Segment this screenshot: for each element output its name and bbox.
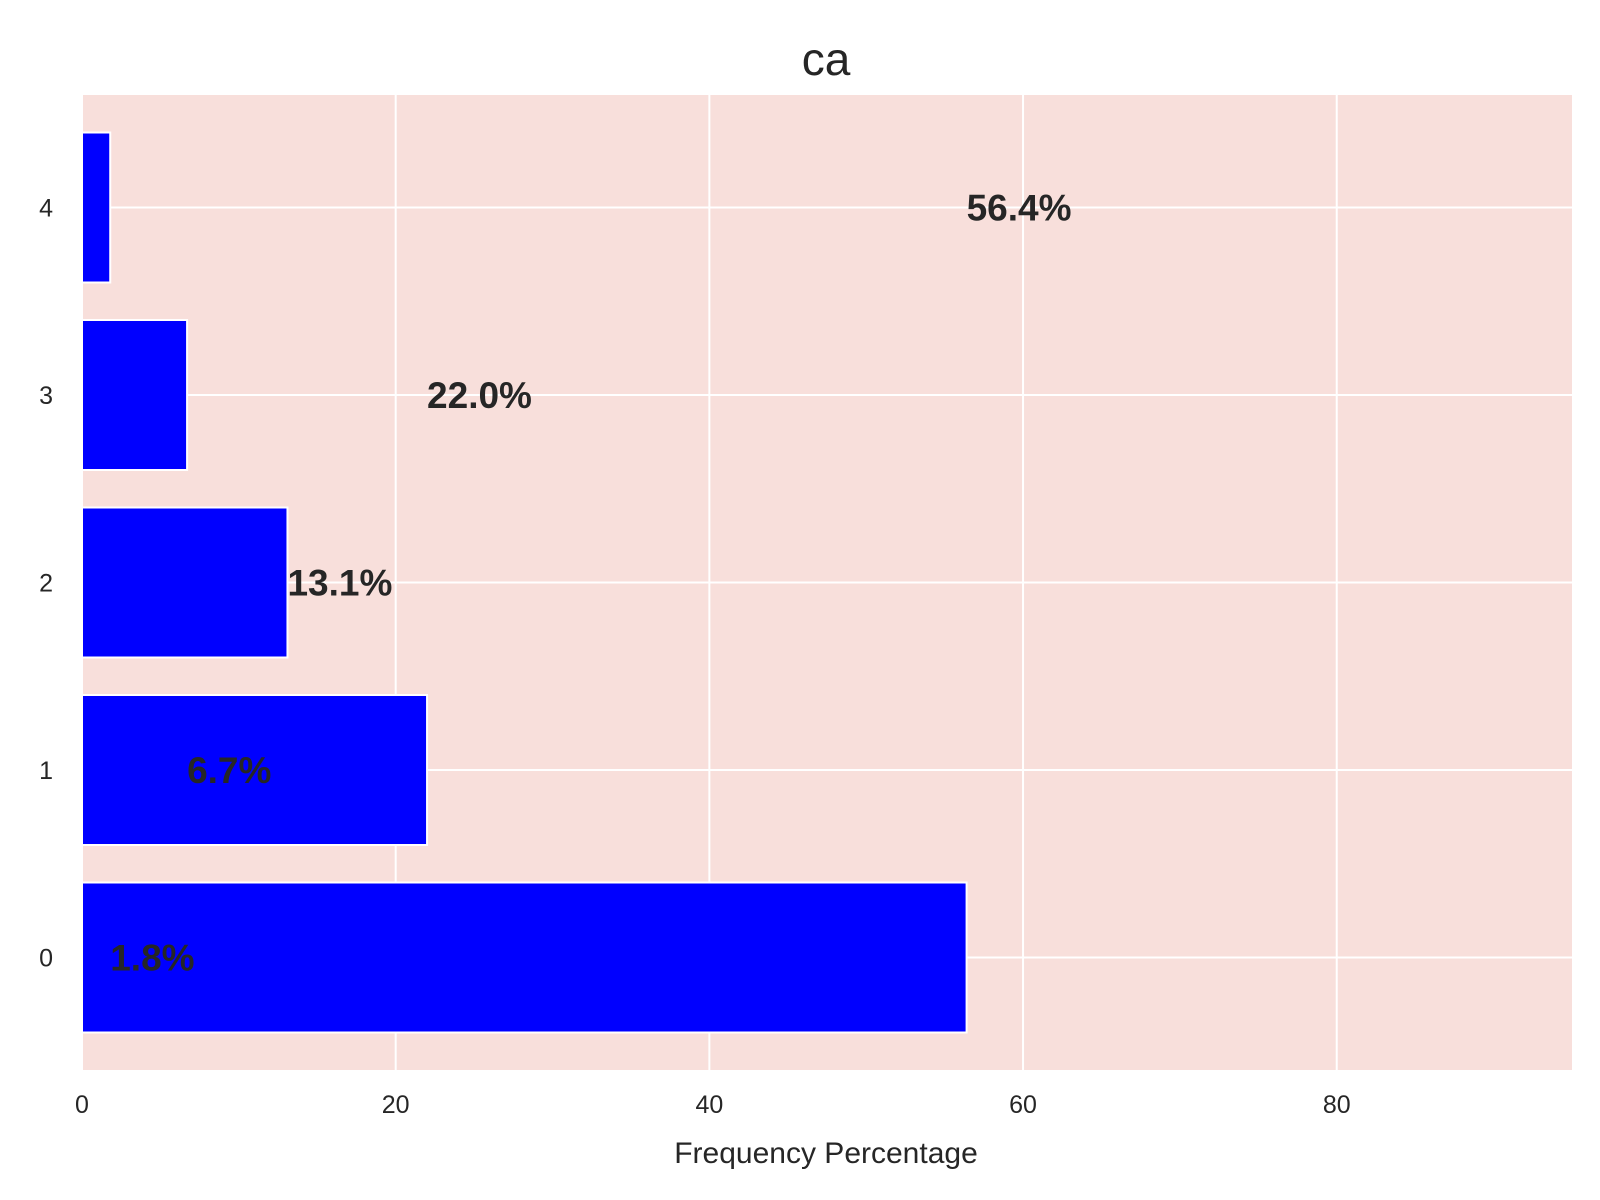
chart-title: ca (802, 33, 851, 85)
data-labels: 1.8% 6.7% 13.1% 22.0% 56.4% (110, 188, 1071, 979)
bars (81, 131, 968, 1034)
y-tick-label: 2 (39, 570, 53, 598)
data-label: 56.4% (967, 188, 1072, 229)
y-axis-ticks: 0 1 2 3 4 (39, 195, 53, 973)
data-label: 6.7% (187, 750, 271, 791)
bar-2 (81, 506, 289, 659)
bar-4 (81, 131, 112, 284)
data-label: 1.8% (110, 938, 194, 979)
y-tick-label: 0 (39, 945, 53, 973)
x-tick-label: 80 (1323, 1091, 1351, 1119)
bar-3 (81, 319, 189, 471)
bar-0 (81, 881, 968, 1034)
y-tick-label: 3 (39, 382, 53, 410)
data-label: 13.1% (287, 563, 392, 604)
y-tick-label: 1 (39, 757, 53, 785)
x-axis-label: Frequency Percentage (674, 1137, 978, 1170)
x-tick-label: 20 (382, 1091, 410, 1119)
x-tick-label: 0 (75, 1091, 89, 1119)
x-tick-label: 60 (1009, 1091, 1037, 1119)
data-label: 22.0% (427, 375, 532, 416)
x-tick-label: 40 (695, 1091, 723, 1119)
bar-1 (81, 694, 429, 846)
x-axis-ticks: 0 20 40 60 80 (75, 1091, 1351, 1119)
y-tick-label: 4 (39, 195, 53, 223)
